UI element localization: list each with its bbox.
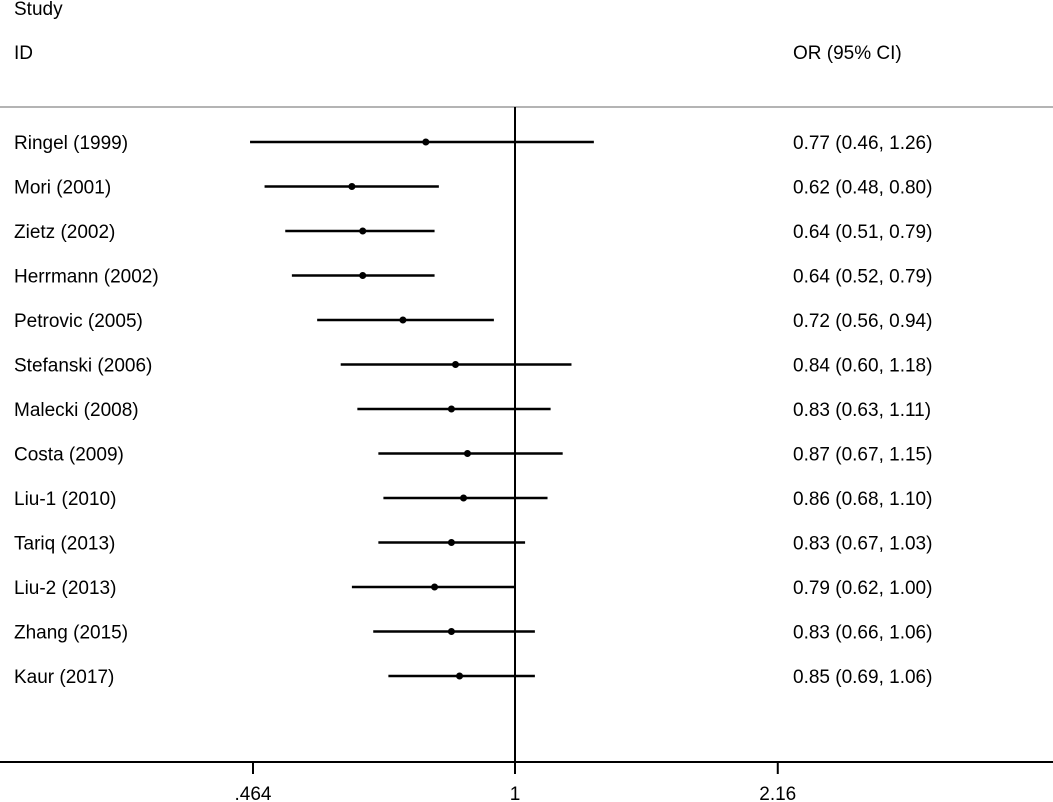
- point-estimate: [447, 539, 455, 546]
- study-label: Stefanski (2006): [14, 356, 152, 377]
- study-label: Costa (2009): [14, 445, 124, 466]
- point-estimate: [460, 494, 468, 502]
- or-ci-text: 0.84 (0.60, 1.18): [793, 356, 932, 377]
- study-row: Zietz (2002) 0.64 (0.51, 0.79): [14, 222, 932, 243]
- or-ci-text: 0.83 (0.66, 1.06): [793, 623, 932, 644]
- study-label: Tariq (2013): [14, 534, 115, 555]
- x-axis-ticks: .464 1 2.16: [235, 762, 796, 802]
- or-ci-text: 0.79 (0.62, 1.00): [793, 578, 932, 599]
- point-estimate: [399, 316, 407, 324]
- header-id: ID: [14, 43, 33, 64]
- x-tick-label: .464: [235, 784, 272, 802]
- study-row: Liu-1 (2010) 0.86 (0.68, 1.10): [14, 489, 932, 510]
- or-ci-text: 0.86 (0.68, 1.10): [793, 489, 932, 510]
- study-row: Zhang (2015) 0.83 (0.66, 1.06): [14, 623, 932, 644]
- header-study: Study: [14, 0, 63, 20]
- point-estimate: [456, 672, 464, 680]
- or-ci-text: 0.87 (0.67, 1.15): [793, 445, 932, 466]
- study-row: Herrmann (2002) 0.64 (0.52, 0.79): [14, 267, 932, 288]
- point-estimate: [359, 272, 367, 279]
- x-tick-label: 1: [510, 784, 521, 802]
- study-row: Mori (2001) 0.62 (0.48, 0.80): [14, 178, 932, 199]
- or-ci-text: 0.64 (0.52, 0.79): [793, 267, 932, 288]
- study-rows: Ringel (1999) 0.77 (0.46, 1.26) Mori (2001…: [14, 133, 932, 688]
- study-row: Stefanski (2006) 0.84 (0.60, 1.18): [14, 356, 932, 377]
- study-row: Liu-2 (2013) 0.79 (0.62, 1.00): [14, 578, 932, 599]
- study-label: Malecki (2008): [14, 400, 139, 421]
- study-label: Liu-2 (2013): [14, 578, 116, 599]
- study-label: Mori (2001): [14, 178, 111, 199]
- point-estimate: [463, 450, 471, 457]
- header-or-ci: OR (95% CI): [793, 43, 902, 64]
- point-estimate: [348, 183, 356, 190]
- point-estimate: [447, 405, 455, 413]
- point-estimate: [452, 361, 460, 368]
- point-estimate: [359, 227, 367, 235]
- study-label: Petrovic (2005): [14, 311, 143, 332]
- study-row: Tariq (2013) 0.83 (0.67, 1.03): [14, 534, 932, 555]
- or-ci-text: 0.83 (0.67, 1.03): [793, 534, 932, 555]
- study-row: Kaur (2017) 0.85 (0.69, 1.06): [14, 667, 932, 688]
- study-row: Petrovic (2005) 0.72 (0.56, 0.94): [14, 311, 932, 332]
- study-label: Kaur (2017): [14, 667, 114, 688]
- study-label: Herrmann (2002): [14, 267, 159, 288]
- study-label: Ringel (1999): [14, 133, 128, 154]
- study-row: Costa (2009) 0.87 (0.67, 1.15): [14, 445, 932, 466]
- point-estimate: [447, 628, 455, 635]
- study-label: Zietz (2002): [14, 222, 115, 243]
- study-label: Liu-1 (2010): [14, 489, 116, 510]
- x-tick-label: 2.16: [759, 784, 796, 802]
- or-ci-text: 0.62 (0.48, 0.80): [793, 178, 932, 199]
- or-ci-text: 0.64 (0.51, 0.79): [793, 222, 932, 243]
- or-ci-text: 0.77 (0.46, 1.26): [793, 133, 932, 154]
- or-ci-text: 0.83 (0.63, 1.11): [793, 400, 931, 421]
- or-ci-text: 0.85 (0.69, 1.06): [793, 667, 932, 688]
- point-estimate: [422, 138, 430, 146]
- study-row: Malecki (2008) 0.83 (0.63, 1.11): [14, 400, 931, 421]
- study-label: Zhang (2015): [14, 623, 128, 644]
- point-estimate: [431, 583, 439, 591]
- study-row: Ringel (1999) 0.77 (0.46, 1.26): [14, 133, 932, 154]
- or-ci-text: 0.72 (0.56, 0.94): [793, 311, 932, 332]
